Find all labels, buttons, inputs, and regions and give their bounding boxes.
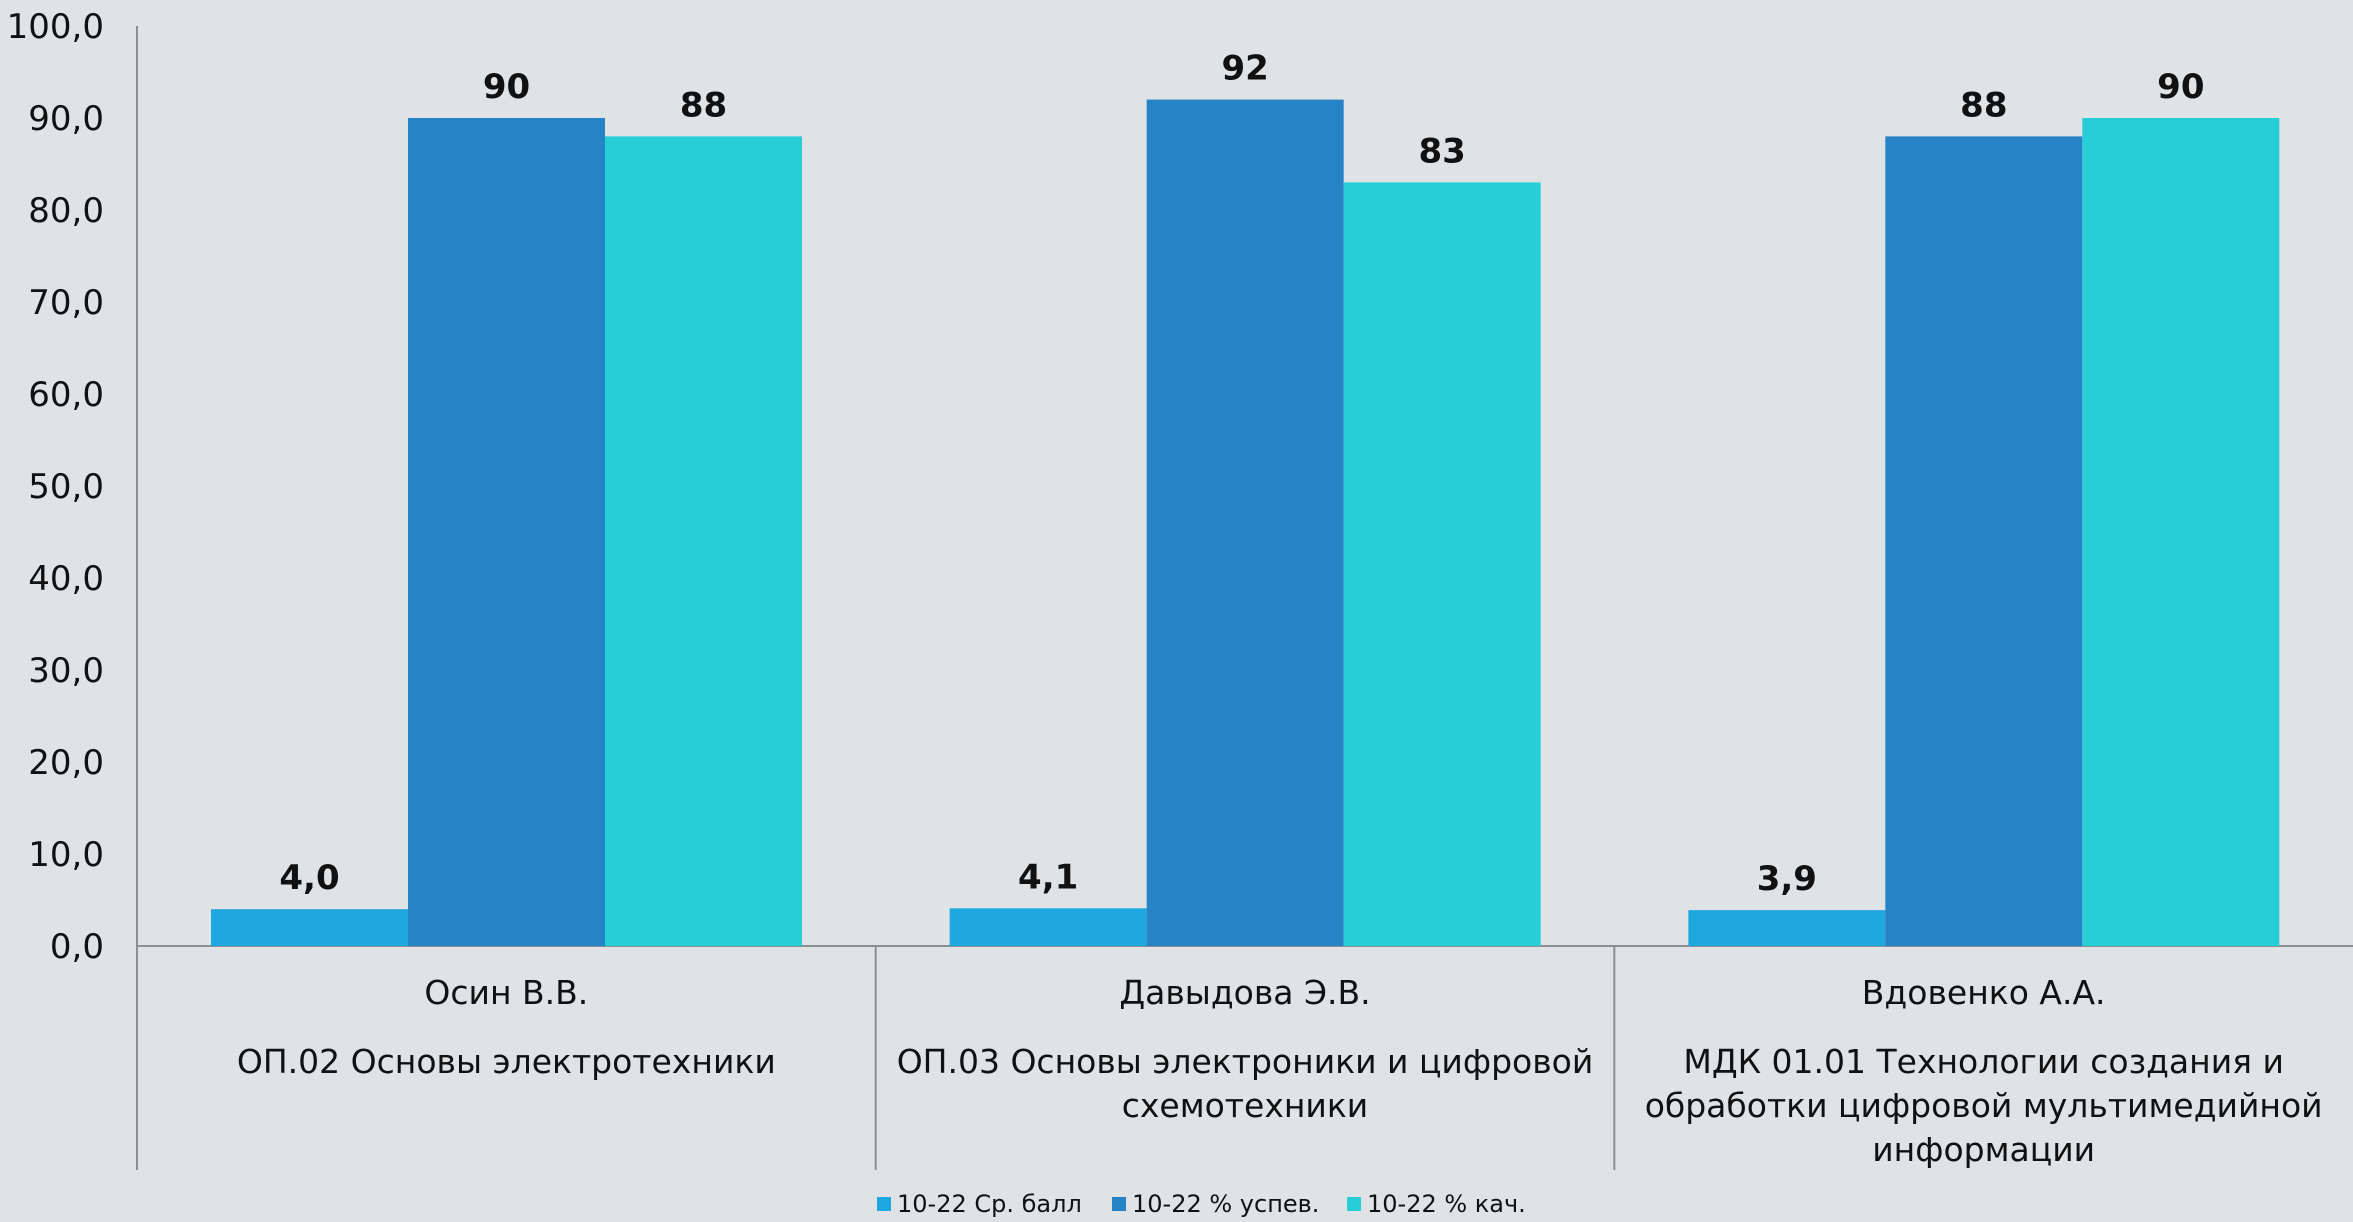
y-tick-label: 10,0 — [28, 835, 104, 875]
y-axis-ticks: 0,0 10,0 20,0 30,0 40,0 50,0 60,0 70,0 80,0 90,0 1… — [7, 7, 104, 967]
category-label-subject: информации — [1872, 1130, 2095, 1169]
bar — [605, 136, 802, 946]
legend-swatch — [1112, 1197, 1126, 1211]
legend-label: 10-22 Ср. балл — [897, 1190, 1082, 1218]
data-label: 4,0 — [279, 858, 339, 898]
legend-label: 10-22 % кач. — [1367, 1190, 1526, 1218]
data-label: 83 — [1419, 131, 1466, 171]
bar — [408, 118, 605, 946]
data-label: 4,1 — [1018, 857, 1078, 897]
legend-label: 10-22 % успев. — [1132, 1190, 1319, 1218]
y-tick-label: 90,0 — [28, 99, 104, 139]
category-label-subject: ОП.03 Основы электроники и цифровой — [897, 1042, 1594, 1081]
data-label: 3,9 — [1757, 859, 1817, 899]
category-label-subject: ОП.02 Основы электротехники — [237, 1042, 776, 1081]
data-labels: 4,0 90 88 4,1 92 83 3,9 88 90 — [279, 49, 2204, 900]
category-label-subject: МДК 01.01 Технологии создания и — [1683, 1042, 2284, 1081]
bar — [1885, 136, 2083, 946]
bar — [2082, 118, 2280, 946]
data-label: 88 — [680, 85, 727, 125]
legend-swatch — [1347, 1197, 1361, 1211]
bar — [1146, 99, 1344, 947]
y-tick-label: 0,0 — [50, 927, 104, 967]
legend: 10-22 Ср. балл 10-22 % успев. 10-22 % кач. — [877, 1190, 1526, 1218]
y-tick-label: 70,0 — [28, 283, 104, 323]
category-labels: Осин В.В. ОП.02 Основы электротехники Давы… — [237, 973, 2323, 1169]
y-tick-label: 60,0 — [28, 375, 104, 415]
bar — [1688, 910, 1886, 946]
category-label-subject: обработки цифровой мультимедийной — [1645, 1086, 2323, 1125]
data-label: 92 — [1222, 49, 1269, 89]
category-label-subject: схемотехники — [1122, 1086, 1369, 1125]
data-label: 88 — [1960, 85, 2007, 125]
y-tick-label: 20,0 — [28, 743, 104, 783]
y-tick-label: 30,0 — [28, 651, 104, 691]
category-label-name: Осин В.В. — [424, 973, 588, 1012]
bar — [949, 908, 1147, 946]
y-tick-label: 40,0 — [28, 559, 104, 599]
bar — [1343, 182, 1541, 946]
legend-swatch — [877, 1197, 891, 1211]
data-label: 90 — [483, 67, 530, 107]
y-tick-label: 50,0 — [28, 467, 104, 507]
category-label-name: Вдовенко А.А. — [1862, 973, 2106, 1012]
bars — [211, 99, 2280, 947]
bar — [211, 909, 408, 946]
data-label: 90 — [2157, 67, 2204, 107]
category-label-name: Давыдова Э.В. — [1119, 973, 1370, 1012]
y-tick-label: 80,0 — [28, 191, 104, 231]
y-tick-label: 100,0 — [7, 7, 104, 47]
